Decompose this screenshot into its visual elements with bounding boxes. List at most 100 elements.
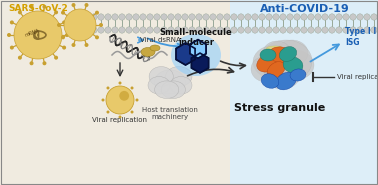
Circle shape	[130, 110, 133, 114]
Ellipse shape	[267, 62, 285, 78]
Circle shape	[119, 27, 125, 33]
Circle shape	[273, 27, 279, 33]
Circle shape	[210, 14, 216, 20]
Circle shape	[61, 35, 65, 39]
Circle shape	[105, 14, 111, 20]
Circle shape	[175, 27, 181, 33]
Circle shape	[308, 14, 314, 20]
Circle shape	[224, 14, 230, 20]
Circle shape	[154, 27, 160, 33]
Text: Small-molecule
inducer: Small-molecule inducer	[160, 28, 232, 47]
Circle shape	[273, 14, 279, 20]
Ellipse shape	[161, 81, 185, 98]
Circle shape	[357, 27, 363, 33]
Circle shape	[119, 14, 125, 20]
Circle shape	[98, 14, 104, 20]
Circle shape	[315, 14, 321, 20]
Text: Stress granule: Stress granule	[234, 103, 325, 113]
Circle shape	[7, 33, 11, 37]
Ellipse shape	[149, 67, 173, 86]
Circle shape	[182, 14, 188, 20]
Circle shape	[61, 11, 65, 15]
Circle shape	[71, 3, 76, 7]
Ellipse shape	[276, 50, 314, 80]
Circle shape	[91, 14, 97, 20]
Circle shape	[10, 46, 14, 50]
Text: Anti-COVID-19: Anti-COVID-19	[260, 4, 350, 14]
Circle shape	[350, 14, 356, 20]
Circle shape	[196, 14, 202, 20]
Circle shape	[133, 27, 139, 33]
Text: SARS-CoV-2: SARS-CoV-2	[8, 4, 68, 13]
Circle shape	[64, 9, 96, 41]
Circle shape	[54, 56, 58, 60]
Circle shape	[95, 35, 99, 39]
Ellipse shape	[150, 45, 160, 51]
Ellipse shape	[264, 61, 300, 89]
Ellipse shape	[283, 57, 303, 73]
Circle shape	[343, 27, 349, 33]
Circle shape	[98, 27, 104, 33]
Circle shape	[182, 27, 188, 33]
Circle shape	[135, 98, 138, 102]
Circle shape	[238, 27, 244, 33]
Ellipse shape	[141, 48, 155, 56]
Circle shape	[112, 27, 118, 33]
Text: mRNA: mRNA	[24, 28, 40, 38]
Circle shape	[203, 14, 209, 20]
Circle shape	[322, 14, 328, 20]
Circle shape	[126, 14, 132, 20]
Circle shape	[107, 86, 110, 90]
Circle shape	[119, 91, 129, 101]
Circle shape	[350, 27, 356, 33]
Circle shape	[329, 14, 335, 20]
Circle shape	[343, 14, 349, 20]
Circle shape	[329, 27, 335, 33]
Circle shape	[238, 14, 244, 20]
Circle shape	[294, 27, 300, 33]
Ellipse shape	[260, 40, 312, 82]
Ellipse shape	[269, 47, 293, 63]
Circle shape	[105, 27, 111, 33]
Circle shape	[287, 14, 293, 20]
Circle shape	[77, 27, 83, 33]
Circle shape	[336, 14, 342, 20]
Circle shape	[245, 27, 251, 33]
Ellipse shape	[261, 74, 279, 88]
Text: Type I IFN
ISG: Type I IFN ISG	[345, 27, 378, 47]
Polygon shape	[191, 53, 209, 73]
Ellipse shape	[263, 41, 291, 65]
Circle shape	[70, 27, 76, 33]
Ellipse shape	[155, 81, 179, 98]
Circle shape	[57, 23, 61, 27]
Circle shape	[161, 14, 167, 20]
Circle shape	[308, 27, 314, 33]
Circle shape	[301, 14, 307, 20]
Ellipse shape	[266, 46, 284, 52]
Circle shape	[84, 27, 90, 33]
Circle shape	[259, 14, 265, 20]
Circle shape	[294, 14, 300, 20]
Text: Viral dsRNA: Viral dsRNA	[140, 37, 181, 43]
Circle shape	[266, 27, 272, 33]
Circle shape	[18, 10, 22, 14]
Text: Viral replication: Viral replication	[93, 117, 147, 123]
Circle shape	[140, 27, 146, 33]
Circle shape	[189, 14, 195, 20]
Ellipse shape	[253, 45, 297, 79]
Ellipse shape	[171, 34, 221, 76]
Polygon shape	[176, 43, 195, 65]
Circle shape	[29, 5, 34, 9]
Circle shape	[107, 110, 110, 114]
Circle shape	[231, 14, 237, 20]
Circle shape	[95, 11, 99, 15]
Circle shape	[196, 27, 202, 33]
Circle shape	[252, 14, 258, 20]
Circle shape	[245, 14, 251, 20]
Ellipse shape	[257, 52, 283, 72]
Circle shape	[99, 23, 103, 27]
Ellipse shape	[251, 56, 281, 82]
Circle shape	[364, 14, 370, 20]
Circle shape	[210, 27, 216, 33]
Circle shape	[154, 14, 160, 20]
